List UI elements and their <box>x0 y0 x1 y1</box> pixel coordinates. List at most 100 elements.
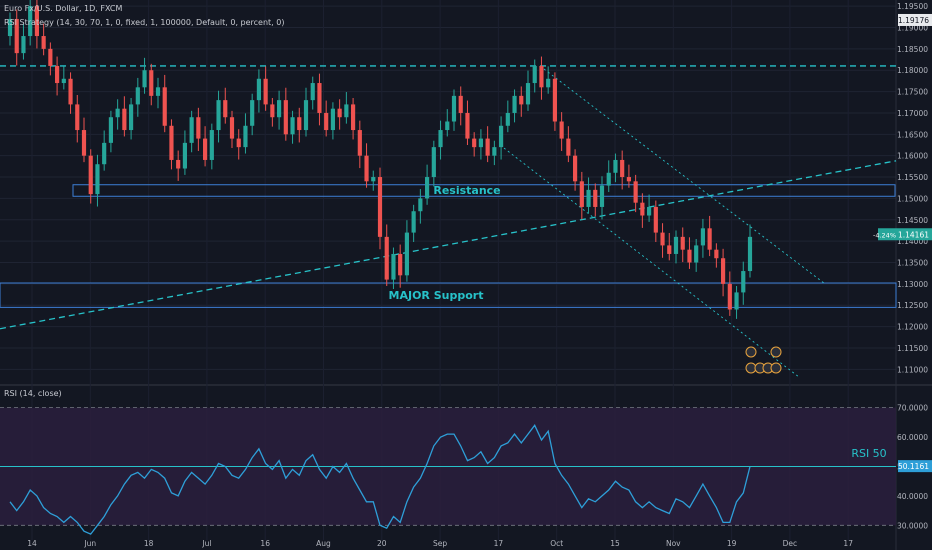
rsi-tick-label: 70.0000 <box>897 404 928 413</box>
candle <box>68 78 73 105</box>
candle <box>115 108 120 118</box>
rsi-tick-label: 40.0000 <box>897 492 928 501</box>
candle <box>344 104 349 118</box>
candle <box>290 117 295 135</box>
y-tick-label: 1.18500 <box>897 45 928 54</box>
x-tick-label: 17 <box>843 539 853 548</box>
candle <box>445 121 450 131</box>
candle <box>81 130 87 156</box>
candle <box>391 253 396 280</box>
strategy-label: RSI Strategy (14, 30, 70, 1, 0, fixed, 1… <box>4 18 285 27</box>
candle <box>566 138 571 156</box>
candle <box>7 18 13 37</box>
candle <box>700 228 705 246</box>
rsi-tick-label: 30.0000 <box>897 521 928 530</box>
candle <box>593 189 598 207</box>
candles <box>7 0 753 319</box>
candle <box>189 117 194 143</box>
candle <box>465 112 470 139</box>
y-tick-label: 1.17000 <box>897 109 928 118</box>
channel-lower-line <box>499 144 801 379</box>
support-label: MAJOR Support <box>389 289 484 302</box>
support-box <box>0 282 897 308</box>
candle <box>256 78 261 101</box>
candle <box>75 104 80 131</box>
candle <box>337 108 342 118</box>
x-tick-label: 14 <box>27 539 37 548</box>
candle <box>640 202 645 216</box>
candle <box>108 117 113 143</box>
candle <box>203 138 208 160</box>
y-tick-label: 1.14000 <box>897 237 928 246</box>
candle <box>418 198 423 212</box>
candle <box>21 36 26 54</box>
candle <box>519 95 524 105</box>
last-price-label-bg <box>898 228 932 241</box>
candle <box>176 159 181 169</box>
candle <box>209 130 214 160</box>
y-tick-label: 1.18000 <box>897 66 928 75</box>
candle <box>88 155 93 195</box>
x-tick-label: 15 <box>610 539 620 548</box>
rsi-band <box>0 407 896 526</box>
candle <box>377 177 383 237</box>
x-tick-label: Oct <box>550 539 563 548</box>
candle <box>398 253 403 276</box>
candle <box>162 87 167 126</box>
candle <box>673 236 679 254</box>
candle <box>626 177 631 182</box>
x-tick-label: 17 <box>494 539 504 548</box>
x-tick-label: Jun <box>83 539 96 548</box>
candle <box>559 121 564 139</box>
candle <box>633 181 638 203</box>
candle <box>653 206 658 233</box>
candle <box>357 130 362 156</box>
y-tick-label: 1.16000 <box>897 152 928 161</box>
candle <box>155 87 161 96</box>
candle <box>599 185 605 207</box>
axes: 1.19500 1.19000 1.18500 1.18000 1.17500 1.170… <box>27 2 932 548</box>
candle <box>371 177 376 182</box>
candle <box>14 18 19 54</box>
candle <box>492 147 497 156</box>
candle <box>263 78 268 105</box>
candle <box>647 206 652 216</box>
rsi-line <box>9 424 751 535</box>
candle <box>404 232 409 276</box>
candle <box>48 48 53 66</box>
candle <box>277 100 282 118</box>
rsi-last-value-label-bg <box>898 460 932 473</box>
candle <box>142 70 147 88</box>
candle <box>283 100 288 135</box>
candle <box>250 100 255 126</box>
candle <box>182 142 187 169</box>
rsi-tick-label: 60.0000 <box>897 433 928 442</box>
candle <box>149 70 154 96</box>
candle <box>95 164 100 195</box>
rsi-pane <box>9 424 751 535</box>
y-tick-label: 1.16500 <box>897 130 928 139</box>
candle <box>721 258 726 284</box>
last-price-label: 1.14161 <box>898 230 929 239</box>
top-price-label-bg <box>898 13 932 26</box>
candle <box>586 189 591 207</box>
resistance-label: Resistance <box>433 184 500 197</box>
x-tick-label: 20 <box>377 539 387 548</box>
trade-marker <box>770 346 782 358</box>
candle <box>216 100 221 131</box>
candle <box>317 83 322 113</box>
candle <box>747 236 753 272</box>
candle <box>411 211 416 233</box>
y-tick-label: 1.13500 <box>897 259 928 268</box>
x-tick-label: 18 <box>144 539 154 548</box>
candle <box>539 65 544 88</box>
candle <box>512 95 517 113</box>
change-label: -4.24% <box>873 231 896 239</box>
trade-marker <box>770 362 782 374</box>
candle <box>660 232 665 246</box>
rsi-level-label: RSI 50 <box>851 447 886 460</box>
candle <box>330 108 335 131</box>
levels <box>0 65 897 379</box>
y-tick-label: 1.12000 <box>897 323 928 332</box>
